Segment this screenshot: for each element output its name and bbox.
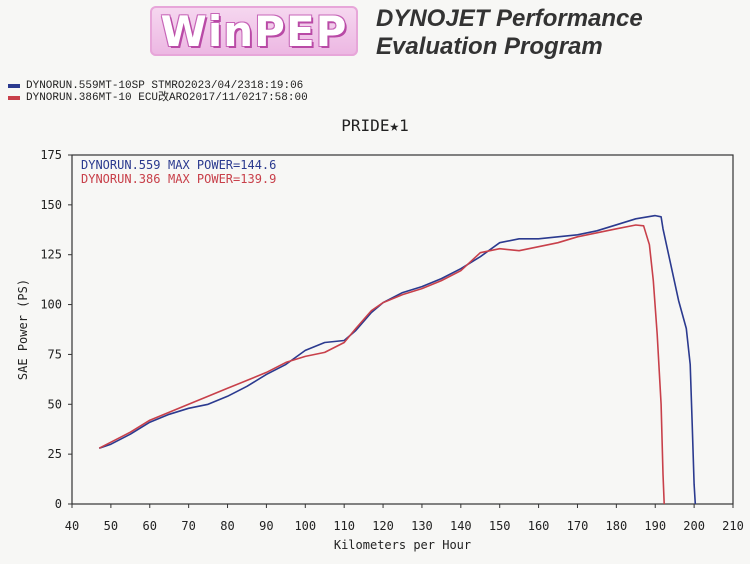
brand-line-2: Evaluation Program	[376, 33, 603, 60]
y-tick-label: 175	[40, 148, 62, 162]
x-tick-label: 190	[644, 519, 666, 533]
x-tick-label: 90	[259, 519, 273, 533]
y-tick-label: 150	[40, 198, 62, 212]
run-time: 18:19:06	[250, 80, 304, 92]
run-list: DYNORUN.559 MT-10SP STM RO 2023/04/23 18…	[8, 80, 308, 104]
run-row-2: DYNORUN.386 MT-10 ECU改 ARO 2017/11/02 17…	[8, 92, 308, 104]
x-tick-label: 160	[528, 519, 550, 533]
x-tick-label: 70	[181, 519, 195, 533]
x-tick-label: 210	[722, 519, 744, 533]
run-date: 2017/11/02	[188, 92, 255, 104]
x-tick-label: 100	[294, 519, 316, 533]
y-tick-label: 125	[40, 248, 62, 262]
x-tick-label: 130	[411, 519, 433, 533]
x-tick-label: 150	[489, 519, 511, 533]
y-tick-label: 0	[55, 497, 62, 511]
legend-entry-name: DYNORUN.559	[81, 158, 160, 172]
x-tick-label: 170	[567, 519, 589, 533]
y-tick-label: 25	[48, 447, 62, 461]
legend-entry-max-power: MAX POWER=144.6	[168, 158, 276, 172]
run-model: MT-10SP STM	[98, 80, 172, 92]
series-line-1	[98, 214, 697, 505]
brand-title: DYNOJET Performance Evaluation Program	[376, 5, 736, 61]
x-tick-label: 200	[683, 519, 705, 533]
plot-frame	[71, 154, 734, 505]
x-tick-label: 110	[333, 519, 355, 533]
run-model: MT-10 ECU改	[98, 92, 170, 104]
x-tick-label: 40	[65, 519, 79, 533]
run-name: DYNORUN.559	[26, 80, 99, 92]
run-code: ARO	[169, 92, 189, 104]
run-name: DYNORUN.386	[26, 92, 99, 104]
y-axis-label: SAE Power (PS)	[16, 279, 30, 380]
x-tick-label: 140	[450, 519, 472, 533]
y-tick-label: 75	[48, 347, 62, 361]
x-tick-label: 50	[104, 519, 118, 533]
x-tick-label: 60	[143, 519, 157, 533]
run-time: 17:58:00	[254, 92, 308, 104]
run-date: 2023/04/23	[184, 80, 251, 92]
brand-line-1: DYNOJET Performance	[376, 5, 643, 32]
chart-title: PRIDE★1	[341, 116, 409, 135]
run-color-swatch	[8, 96, 20, 100]
x-tick-label: 80	[220, 519, 234, 533]
legend-entry-name: DYNORUN.386	[81, 172, 160, 186]
run-row-1: DYNORUN.559 MT-10SP STM RO 2023/04/23 18…	[8, 80, 308, 92]
legend-entry-max-power: MAX POWER=139.9	[168, 172, 276, 186]
series-line-2	[98, 224, 665, 505]
logo-text: WinPEP	[160, 6, 348, 56]
x-axis-label: Kilometers per Hour	[334, 538, 471, 552]
winpep-logo: WinPEP	[150, 6, 358, 56]
x-tick-label: 180	[606, 519, 628, 533]
y-tick-label: 100	[40, 298, 62, 312]
run-code: RO	[171, 80, 185, 92]
x-tick-label: 120	[372, 519, 394, 533]
y-tick-label: 50	[48, 397, 62, 411]
run-color-swatch	[8, 84, 20, 88]
